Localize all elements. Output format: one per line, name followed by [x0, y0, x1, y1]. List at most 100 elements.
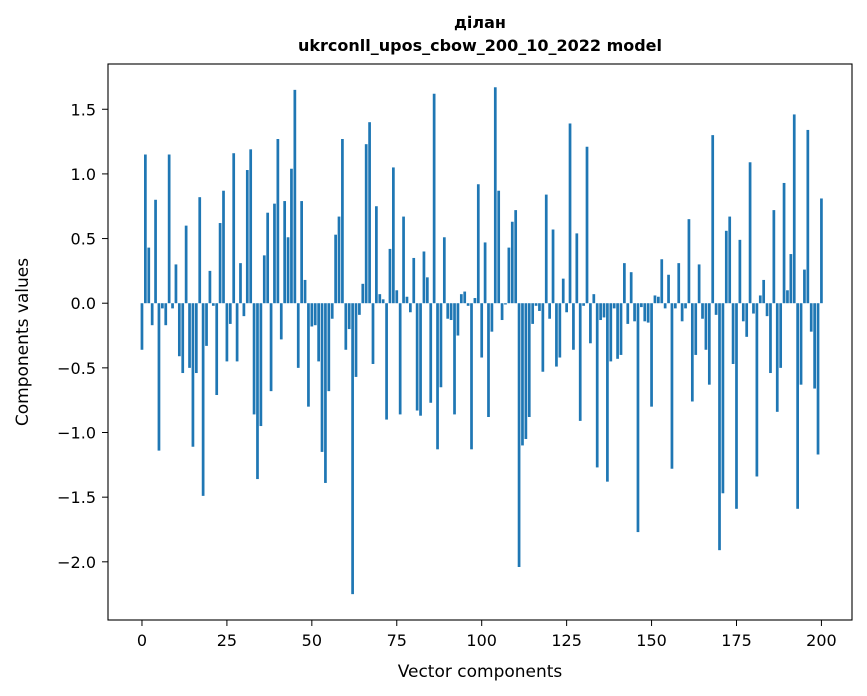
- bar: [368, 122, 371, 304]
- y-axis-label: Components values: [13, 258, 33, 426]
- bar: [324, 303, 327, 483]
- y-tick-label: 0.0: [71, 294, 96, 313]
- bar: [419, 303, 422, 416]
- bar: [758, 295, 762, 304]
- bar: [809, 303, 813, 332]
- bar: [510, 221, 514, 304]
- bar: [191, 303, 195, 447]
- bar: [167, 154, 171, 304]
- bar: [228, 303, 232, 324]
- bar: [527, 303, 531, 417]
- bar: [262, 255, 266, 304]
- bar: [792, 114, 796, 304]
- bar: [660, 259, 664, 304]
- bar: [402, 216, 405, 304]
- bar: [375, 206, 378, 304]
- bar: [711, 135, 715, 304]
- bar: [290, 168, 293, 304]
- y-tick-label: −1.0: [57, 424, 96, 443]
- bar: [806, 129, 810, 304]
- bar: [599, 303, 602, 321]
- bar: [517, 303, 521, 567]
- y-tick-label: −2.0: [57, 553, 96, 572]
- bar: [327, 303, 331, 392]
- bar: [524, 303, 528, 439]
- bar: [548, 303, 551, 319]
- x-tick-label: 200: [806, 631, 837, 650]
- x-axis-label: Vector components: [398, 662, 563, 682]
- bar: [354, 303, 358, 377]
- bar: [245, 170, 249, 304]
- bar: [680, 303, 684, 322]
- bar: [385, 303, 388, 420]
- bar: [164, 303, 168, 326]
- bar: [429, 303, 433, 403]
- bar: [307, 303, 310, 407]
- bar: [480, 303, 484, 358]
- bar: [259, 303, 263, 427]
- bar: [453, 303, 456, 415]
- bar: [497, 190, 501, 304]
- bar: [762, 279, 766, 304]
- bar: [558, 303, 562, 358]
- bar: [218, 223, 222, 304]
- bar: [371, 303, 375, 364]
- x-tick-label: 150: [636, 631, 667, 650]
- bar: [789, 254, 793, 304]
- bar: [673, 303, 677, 309]
- bar: [728, 216, 732, 304]
- bar: [646, 303, 650, 323]
- bar: [538, 303, 541, 311]
- bar: [534, 303, 538, 306]
- bar: [650, 303, 653, 407]
- bar: [358, 303, 361, 315]
- bar: [765, 303, 769, 317]
- bar: [303, 279, 307, 304]
- x-tick-label: 100: [466, 631, 497, 650]
- bar: [201, 303, 205, 496]
- bar: [310, 303, 314, 327]
- bar: [490, 303, 494, 332]
- y-axis-ticks: −2.0 −1.5 −1.0 −0.5 0.0 0.5 1.0 1.5: [57, 100, 108, 572]
- y-tick-label: −0.5: [57, 359, 96, 378]
- bar: [161, 303, 164, 309]
- bar: [330, 303, 334, 319]
- bar: [507, 247, 511, 304]
- bar: [334, 234, 337, 304]
- plot-frame: [107, 63, 853, 621]
- bar: [381, 299, 385, 304]
- y-tick-label: 1.0: [71, 165, 96, 184]
- bar: [279, 303, 283, 340]
- bar: [276, 139, 280, 304]
- bar: [487, 303, 490, 417]
- bar: [521, 303, 524, 446]
- bar: [415, 303, 419, 411]
- bar: [150, 303, 154, 326]
- bar: [687, 219, 691, 304]
- bar: [476, 184, 480, 304]
- bar: [701, 303, 704, 319]
- bar: [273, 203, 276, 304]
- bar: [721, 303, 725, 494]
- bar: [239, 263, 242, 304]
- bar: [364, 144, 368, 304]
- bar: [738, 239, 742, 304]
- bar: [575, 233, 579, 304]
- bar: [171, 303, 174, 309]
- bar: [677, 263, 681, 304]
- bar: [748, 162, 752, 304]
- bar: [578, 303, 582, 421]
- bar: [735, 303, 738, 509]
- bar: [741, 303, 745, 322]
- bar: [718, 303, 721, 551]
- bar: [198, 197, 202, 304]
- bar: [459, 294, 463, 304]
- bar: [697, 264, 701, 304]
- bar: [392, 167, 395, 304]
- bar: [436, 303, 439, 450]
- bar: [504, 303, 507, 305]
- bar: [439, 303, 443, 388]
- bar: [772, 210, 776, 304]
- chart-subtitle: ukrconll_upos_cbow_200_10_2022 model: [298, 36, 662, 55]
- bar: [225, 303, 229, 362]
